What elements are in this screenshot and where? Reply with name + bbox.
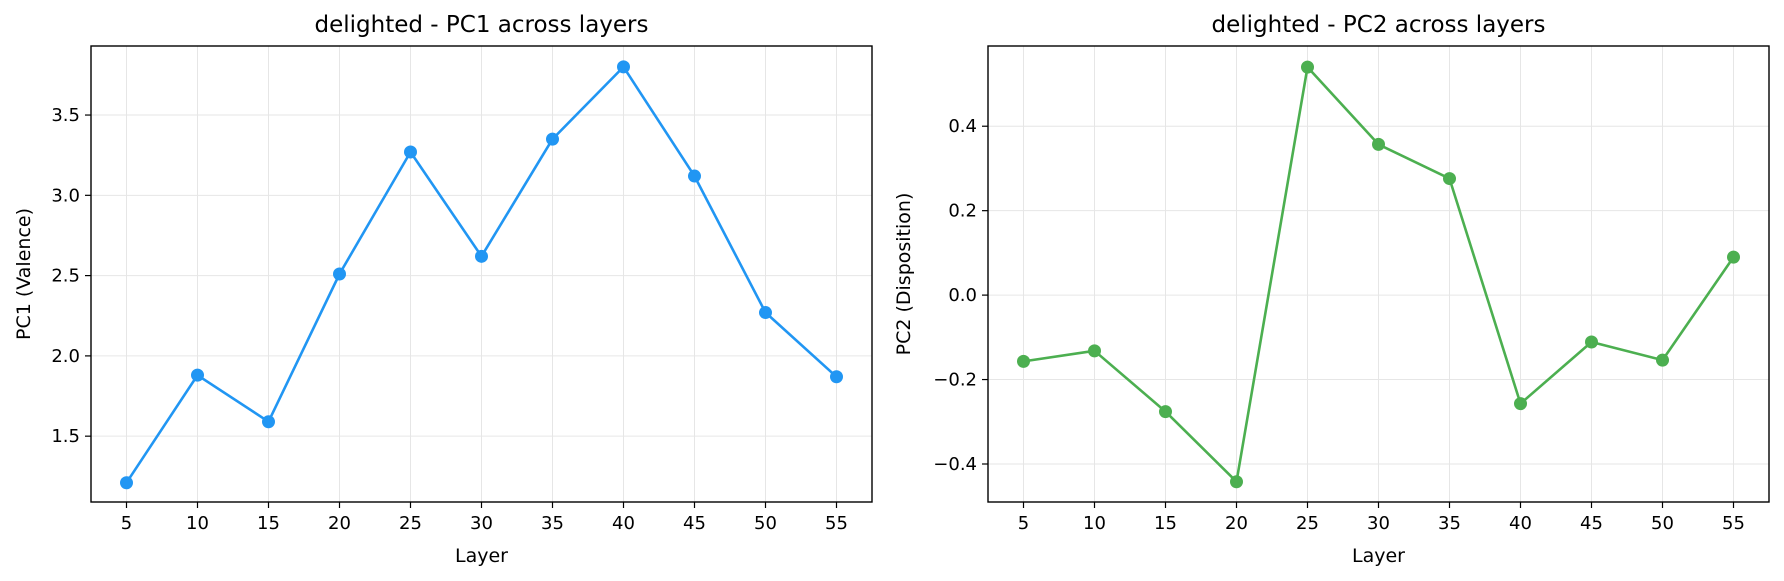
data-point bbox=[1301, 60, 1314, 74]
y-tick-label: 0.0 bbox=[948, 285, 977, 306]
data-point bbox=[1088, 344, 1101, 358]
data-point bbox=[120, 476, 133, 490]
data-point bbox=[333, 267, 346, 281]
x-tick-label: 50 bbox=[754, 513, 777, 534]
data-point bbox=[830, 370, 843, 384]
y-tick-label: 0.4 bbox=[948, 116, 977, 137]
plot-frame bbox=[987, 45, 1770, 503]
x-tick-label: 15 bbox=[257, 513, 280, 534]
data-point bbox=[191, 368, 204, 382]
x-tick-label: 45 bbox=[1580, 513, 1603, 534]
x-tick-label: 20 bbox=[328, 513, 351, 534]
data-point bbox=[759, 306, 772, 320]
x-tick-label: 40 bbox=[1509, 513, 1532, 534]
y-tick-label: 1.5 bbox=[51, 426, 80, 447]
y-tick-label: −0.4 bbox=[933, 454, 977, 475]
x-axis-label: Layer bbox=[1352, 545, 1405, 567]
data-point bbox=[1159, 405, 1172, 419]
x-tick-label: 5 bbox=[1018, 513, 1029, 534]
y-axis-label: PC1 (Valence) bbox=[13, 208, 35, 340]
y-tick-label: 3.0 bbox=[51, 185, 80, 206]
x-tick-label: 30 bbox=[470, 513, 493, 534]
data-point bbox=[1585, 335, 1598, 349]
x-tick-label: 45 bbox=[683, 513, 706, 534]
y-tick-label: 2.0 bbox=[51, 346, 80, 367]
x-tick-label: 40 bbox=[612, 513, 635, 534]
y-tick-label: 2.5 bbox=[51, 266, 80, 287]
x-tick-label: 50 bbox=[1651, 513, 1674, 534]
plot-frame bbox=[90, 45, 873, 503]
y-tick-label: 3.5 bbox=[51, 105, 80, 126]
data-point bbox=[1514, 397, 1527, 411]
data-point bbox=[1443, 172, 1456, 186]
x-tick-label: 30 bbox=[1367, 513, 1390, 534]
data-point bbox=[404, 145, 417, 159]
x-tick-label: 5 bbox=[121, 513, 132, 534]
x-tick-label: 35 bbox=[1438, 513, 1461, 534]
x-axis-label: Layer bbox=[455, 545, 508, 567]
data-point bbox=[617, 60, 630, 74]
data-point bbox=[1372, 137, 1385, 151]
x-tick-label: 35 bbox=[541, 513, 564, 534]
data-point bbox=[1230, 475, 1243, 489]
data-point bbox=[546, 132, 559, 146]
x-tick-label: 10 bbox=[1083, 513, 1106, 534]
data-point bbox=[1727, 250, 1740, 264]
x-tick-label: 55 bbox=[1722, 513, 1745, 534]
x-tick-label: 25 bbox=[1296, 513, 1319, 534]
chart-title: delighted - PC2 across layers bbox=[1212, 12, 1546, 38]
x-tick-label: 55 bbox=[825, 513, 848, 534]
data-point bbox=[475, 249, 488, 263]
chart-title: delighted - PC1 across layers bbox=[315, 12, 649, 38]
x-tick-label: 15 bbox=[1154, 513, 1177, 534]
y-axis-label: PC2 (Disposition) bbox=[893, 193, 915, 356]
y-tick-label: −0.2 bbox=[933, 370, 977, 391]
chart-panel-1: 5 10 15 20 25 30 35 40 45 50 55 1.5 2.0 2.5 3.0 3.5 deli… bbox=[13, 12, 873, 567]
x-tick-label: 25 bbox=[399, 513, 422, 534]
chart-panel-2: 5 10 15 20 25 30 35 40 45 50 55 −0.4 −0.2 0.0 0.2 0.4 de… bbox=[893, 12, 1770, 567]
data-point bbox=[262, 415, 275, 429]
x-tick-label: 10 bbox=[186, 513, 209, 534]
data-point bbox=[1017, 354, 1030, 368]
y-tick-label: 0.2 bbox=[948, 201, 977, 222]
x-tick-label: 20 bbox=[1225, 513, 1248, 534]
data-point bbox=[688, 169, 701, 183]
data-point bbox=[1656, 353, 1669, 367]
